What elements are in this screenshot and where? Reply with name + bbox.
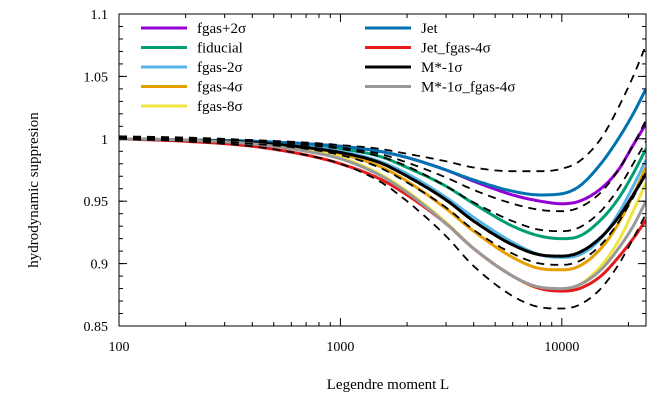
legend-label-fgas-8s: fgas-8σ <box>197 99 243 115</box>
y-tick-label: 1.1 <box>91 8 109 23</box>
fit-curve-dashed-9 <box>119 44 646 173</box>
fit-curve-dashed-10 <box>119 119 646 213</box>
series-layer <box>119 44 646 310</box>
legend-label-fgas-4s: fgas-4σ <box>197 80 243 96</box>
series-line-m-1s-fgas-4s <box>119 137 646 291</box>
plot-frame <box>118 13 647 327</box>
legend-label-m-1s-fgas-4s: M*-1σ_fgas-4σ <box>421 80 516 96</box>
y-tick-label: 0.85 <box>84 320 109 335</box>
y-tick-label: 1 <box>101 133 108 148</box>
series-line-fiducial <box>119 137 646 241</box>
legend-label-m-1s: M*-1σ <box>421 60 462 76</box>
legend: fgas+2σ fiducial fgas-2σ fgas-4σ fgas-8σ Jet J… <box>141 21 516 115</box>
y-tick-label: 0.95 <box>84 195 109 210</box>
x-axis-label: Legendre moment L <box>327 377 449 393</box>
y-tick-label: 0.9 <box>91 258 109 273</box>
legend-label-fiducial: fiducial <box>197 41 243 57</box>
legend-label-jet-fgas-4s: Jet_fgas-4σ <box>421 41 491 57</box>
fit-curve-dashed-13 <box>119 137 646 310</box>
fit-curve-dashed-11 <box>119 136 646 233</box>
x-tick-label: 1000 <box>326 340 354 355</box>
y-tick-label: 1.05 <box>84 70 109 85</box>
series-line-m-1s <box>119 137 646 258</box>
legend-label-fgas-2s: fgas-2σ <box>197 60 243 76</box>
axes-layer: 100 1000 10000 0.85 0.9 0.95 1 1.05 1.1 <box>84 8 647 355</box>
x-tick-label: 100 <box>109 340 130 355</box>
y-axis-label: hydrodynamic suppresion <box>26 112 42 268</box>
fit-curve-dashed-12 <box>119 136 646 266</box>
x-tick-label: 10000 <box>544 340 579 355</box>
legend-label-jet: Jet <box>421 21 438 37</box>
legend-label-fgas-2s: fgas+2σ <box>197 21 246 37</box>
